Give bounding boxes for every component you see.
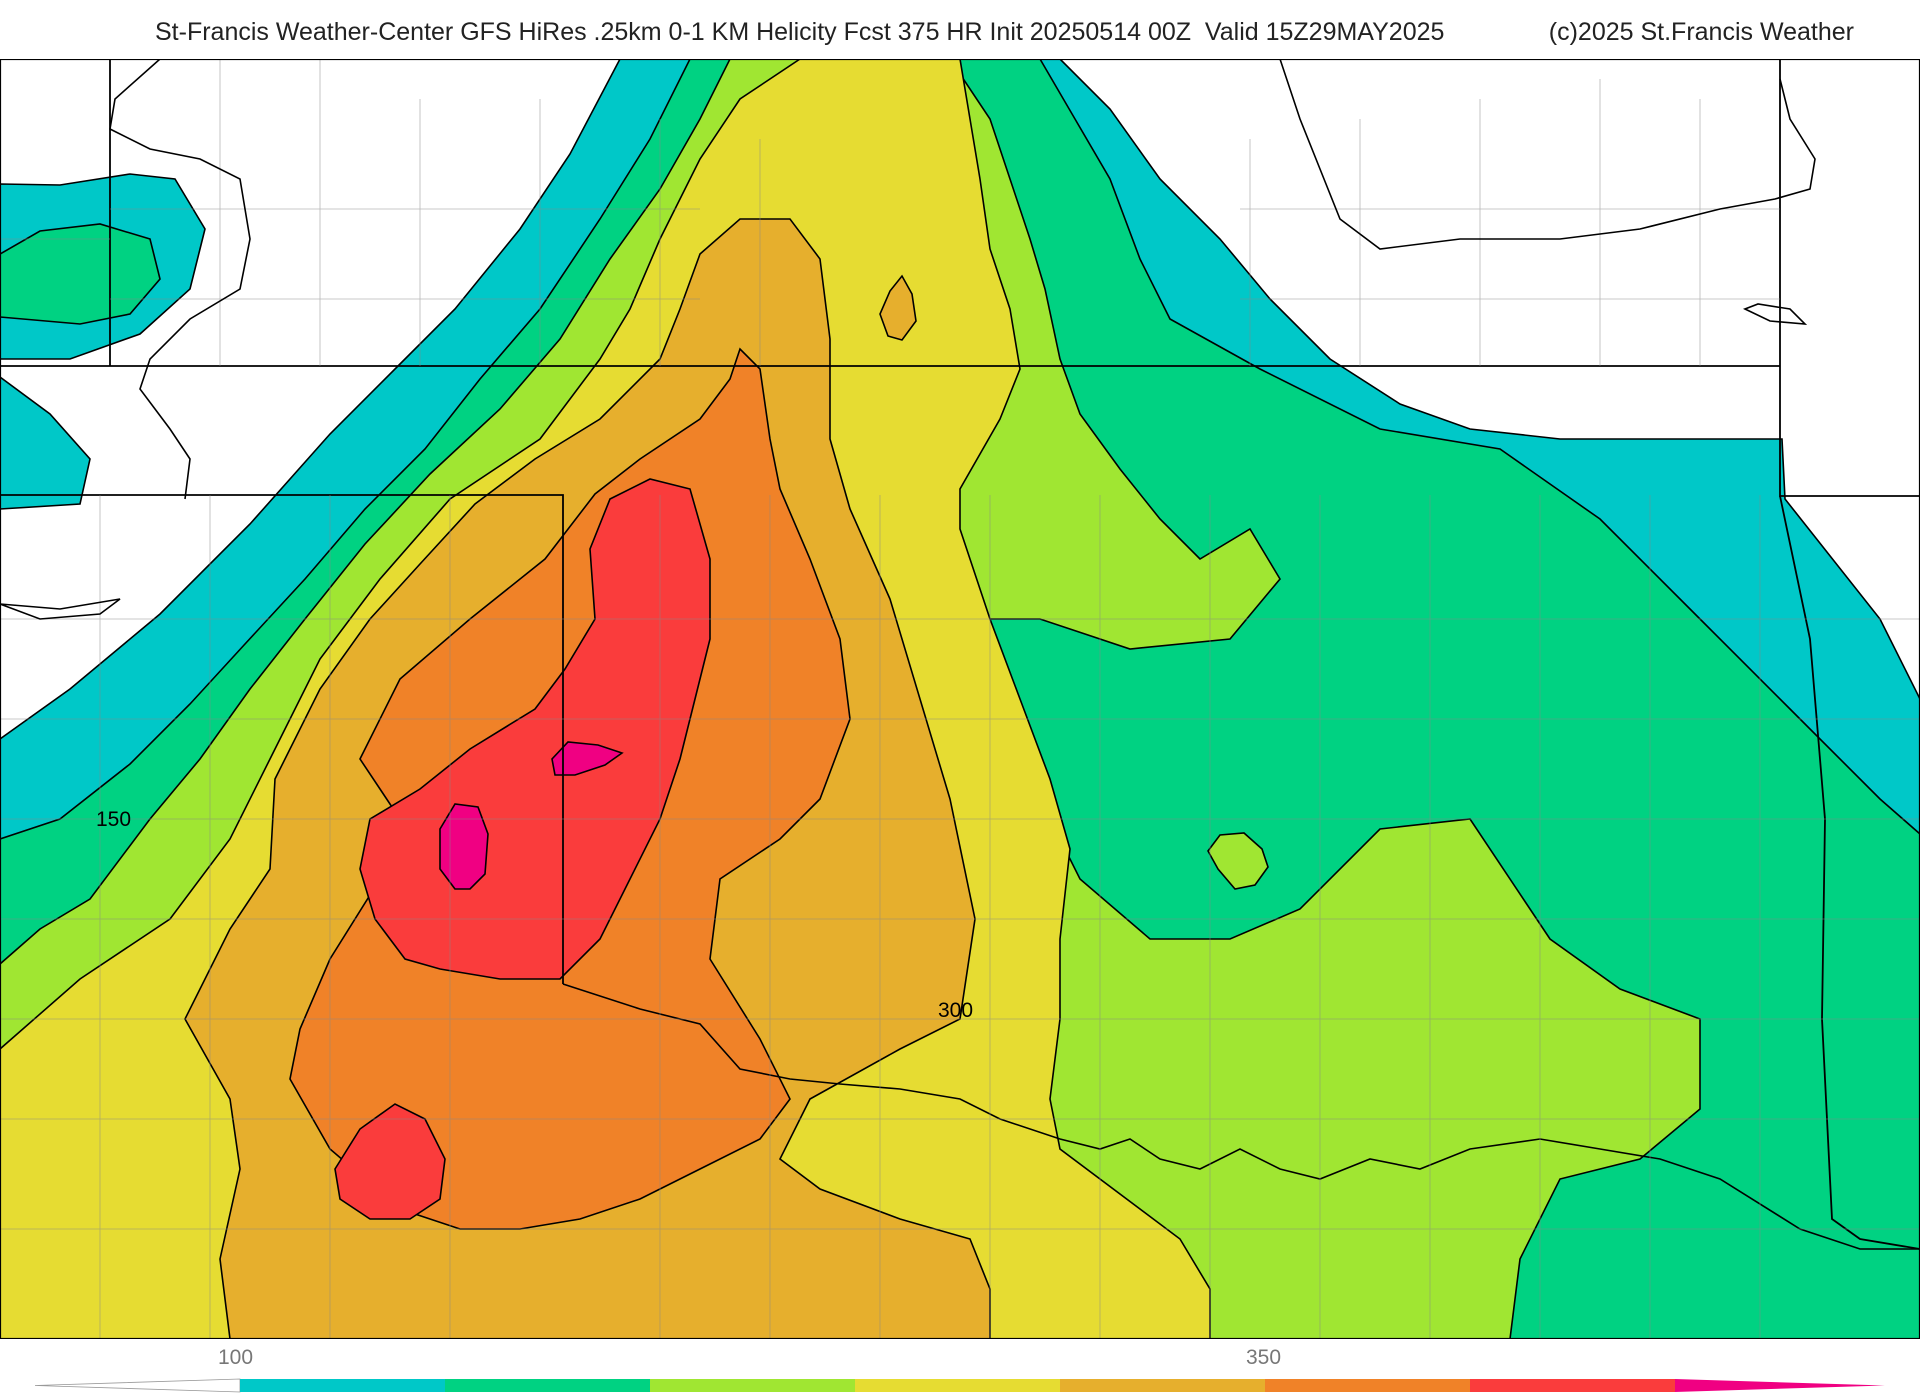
legend-swatch bbox=[240, 1379, 445, 1392]
boundary-lines bbox=[0, 59, 1920, 1339]
legend-swatch bbox=[855, 1379, 1060, 1392]
band-magenta-west bbox=[439, 803, 489, 890]
legend-swatch bbox=[650, 1379, 855, 1392]
band-white-northeast bbox=[1065, 59, 1920, 439]
river-border-south bbox=[562, 983, 1920, 1250]
legend-tick-350: 350 bbox=[1246, 1346, 1281, 1369]
copyright-notice: (c)2025 St.Francis Weather bbox=[1548, 18, 1854, 46]
legend-swatch bbox=[1470, 1379, 1675, 1392]
map-title: St-Francis Weather-Center GFS HiRes .25k… bbox=[155, 18, 1445, 46]
legend-arrow-high bbox=[1675, 1379, 1885, 1392]
county-lines bbox=[0, 59, 1920, 1339]
contour-label-300: 300 bbox=[938, 999, 973, 1022]
band-magenta-east bbox=[551, 741, 624, 776]
legend-tick-100: 100 bbox=[218, 1346, 253, 1369]
helicity-map: 150 300 bbox=[0, 59, 1920, 1339]
color-legend: 100 350 bbox=[34, 1346, 1885, 1393]
helicity-contour-lines bbox=[0, 59, 1816, 620]
band-white-north bbox=[0, 59, 600, 499]
legend-color-bar bbox=[34, 1378, 1885, 1393]
legend-arrow-low bbox=[34, 1378, 241, 1393]
band-cyan-island-left bbox=[0, 376, 91, 510]
legend-swatch bbox=[1265, 1379, 1470, 1392]
band-red-south bbox=[334, 1103, 446, 1220]
band-lightgreen-bubble bbox=[1207, 832, 1269, 890]
legend-swatch bbox=[1060, 1379, 1265, 1392]
helicity-fill-layers bbox=[0, 59, 1920, 1339]
band-orange-bubble bbox=[879, 274, 917, 341]
state-border-mid bbox=[0, 494, 564, 984]
contour-label-150: 150 bbox=[96, 808, 131, 831]
map-title-bar: St-Francis Weather-Center GFS HiRes .25k… bbox=[0, 14, 1920, 54]
legend-swatch bbox=[445, 1379, 650, 1392]
